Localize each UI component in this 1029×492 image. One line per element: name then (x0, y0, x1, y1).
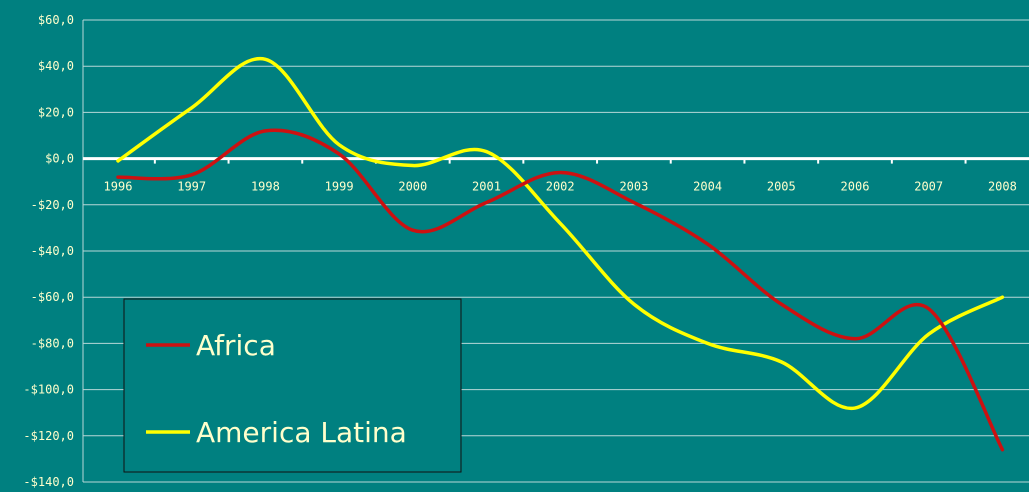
y-tick-label: -$100,0 (23, 383, 74, 397)
x-tick-label: 1999 (325, 180, 354, 194)
x-tick-label: 2000 (398, 180, 427, 194)
x-tick-label: 1998 (251, 180, 280, 194)
x-tick-label: 2003 (619, 180, 648, 194)
legend-box (123, 298, 462, 473)
y-tick-label: -$20,0 (31, 198, 74, 212)
y-tick-label: -$120,0 (23, 429, 74, 443)
x-tick-label: 2006 (841, 180, 870, 194)
y-tick-label: $0,0 (45, 152, 74, 166)
x-tick-label: 2002 (546, 180, 575, 194)
series-line-africa (116, 128, 1005, 452)
legend-label-africa: Africa (196, 329, 276, 362)
y-tick-label: $40,0 (38, 59, 74, 73)
legend: Africa America Latina (123, 298, 462, 473)
y-tick-label: $20,0 (38, 105, 74, 119)
x-tick-label: 2004 (693, 180, 722, 194)
legend-label-america-latina: America Latina (196, 416, 407, 449)
y-tick-label: -$40,0 (31, 244, 74, 258)
gridlines (82, 19, 1029, 483)
y-tick-label: -$140,0 (23, 475, 74, 489)
x-tick-label: 2001 (472, 180, 501, 194)
x-tick-label: 2005 (767, 180, 796, 194)
x-tick-label: 1997 (177, 180, 206, 194)
x-tick-label: 1996 (104, 180, 133, 194)
series-lines (116, 56, 1005, 452)
y-tick-label: -$60,0 (31, 290, 74, 304)
series-line-america-latina (116, 56, 1005, 410)
y-tick-label: $60,0 (38, 13, 74, 27)
y-axis-ticks: $60,0 $40,0 $20,0 $0,0 -$20,0 -$40,0 -$60,0 -$8… (23, 13, 74, 489)
x-axis-ticks: 1996 1997 1998 1999 2000 2001 2002 2003 2004 2005… (104, 180, 1017, 194)
x-tick-label: 2007 (914, 180, 943, 194)
y-tick-label: -$80,0 (31, 336, 74, 350)
x-tick-label: 2008 (988, 180, 1017, 194)
